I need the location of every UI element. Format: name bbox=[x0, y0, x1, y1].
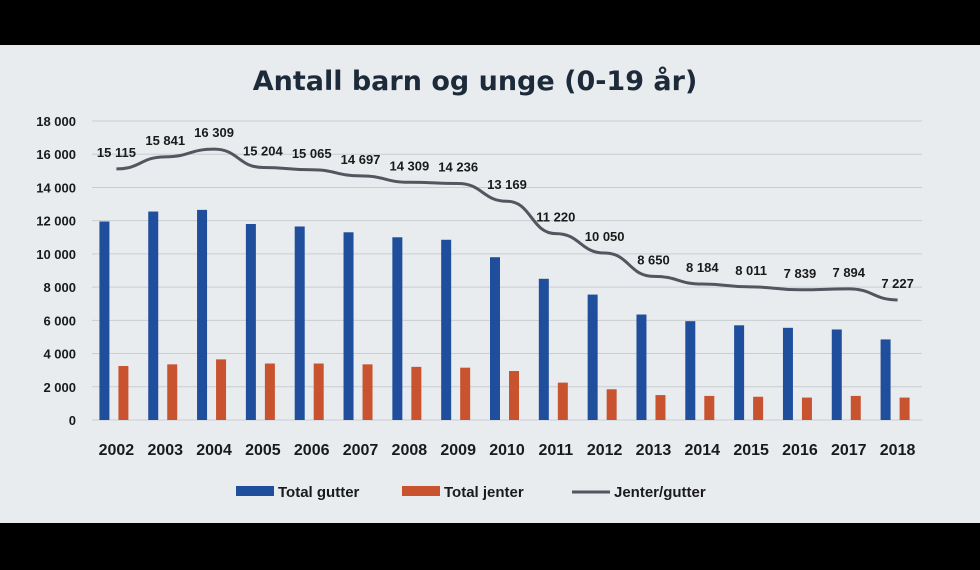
line-data-label: 15 841 bbox=[145, 133, 185, 148]
legend-swatch bbox=[236, 486, 274, 496]
x-axis-ticks: 2002 2003 2004 2005 2006 2007 2008 2009 2010 2011… bbox=[99, 442, 916, 459]
bar-total-gutter bbox=[99, 221, 110, 420]
gridlines bbox=[92, 120, 922, 421]
bar-total-jenter bbox=[753, 396, 764, 420]
legend: Total gutter Total jenter Jenter/gutter bbox=[236, 484, 706, 501]
bar-total-jenter bbox=[118, 366, 129, 420]
x-tick-label: 2015 bbox=[733, 442, 769, 459]
line-data-label: 8 011 bbox=[735, 263, 767, 278]
line-series bbox=[116, 147, 898, 302]
bar-total-jenter bbox=[606, 389, 617, 420]
legend-label: Jenter/gutter bbox=[614, 484, 706, 501]
legend-label: Total jenter bbox=[444, 484, 524, 501]
y-tick-label: 18 000 bbox=[36, 114, 76, 129]
line-data-label: 16 309 bbox=[194, 125, 234, 140]
bar-total-gutter bbox=[782, 327, 793, 420]
bar-total-jenter bbox=[704, 395, 715, 420]
bar-total-jenter bbox=[216, 359, 227, 420]
x-tick-label: 2007 bbox=[343, 442, 379, 459]
y-tick-label: 12 000 bbox=[36, 214, 76, 229]
bar-total-gutter bbox=[490, 257, 500, 420]
bar-total-gutter bbox=[831, 329, 842, 420]
x-tick-label: 2016 bbox=[782, 442, 818, 459]
y-tick-label: 14 000 bbox=[36, 180, 76, 195]
line-data-label: 8 184 bbox=[686, 260, 719, 275]
x-tick-label: 2017 bbox=[831, 442, 867, 459]
legend-label: Total gutter bbox=[278, 484, 360, 501]
bar-total-jenter bbox=[850, 395, 861, 420]
y-tick-label: 2 000 bbox=[43, 380, 76, 395]
bar-total-gutter bbox=[245, 223, 256, 420]
x-tick-label: 2009 bbox=[440, 442, 476, 459]
bar-total-gutter bbox=[538, 278, 549, 420]
y-tick-label: 6 000 bbox=[43, 313, 76, 328]
line-data-label: 13 169 bbox=[487, 177, 527, 192]
bar-total-jenter bbox=[411, 366, 422, 420]
y-tick-label: 4 000 bbox=[43, 347, 76, 362]
line-data-label: 15 065 bbox=[292, 146, 332, 161]
bar-total-jenter bbox=[264, 363, 275, 420]
x-tick-label: 2010 bbox=[489, 442, 525, 459]
line-data-label: 7 839 bbox=[784, 266, 817, 281]
bar-total-jenter bbox=[362, 364, 373, 420]
bar-total-jenter bbox=[557, 382, 568, 420]
y-axis-ticks: 0 2 000 4 000 6 000 8 000 10 000 12 000 14 000 1… bbox=[36, 114, 76, 428]
x-tick-label: 2004 bbox=[196, 442, 232, 459]
x-tick-label: 2005 bbox=[245, 442, 281, 459]
line-data-label: 11 220 bbox=[536, 210, 575, 225]
line-data-label: 14 697 bbox=[341, 152, 381, 167]
bar-total-jenter bbox=[313, 363, 324, 420]
bar-total-gutter bbox=[343, 232, 354, 420]
line-data-label: 15 115 bbox=[97, 145, 136, 160]
x-tick-label: 2008 bbox=[392, 442, 428, 459]
x-tick-label: 2013 bbox=[636, 442, 672, 459]
chart-svg: Antall barn og unge (0-19 år) 0 2 000 4 00… bbox=[36, 65, 922, 501]
bar-total-jenter bbox=[899, 397, 910, 420]
line-data-label: 14 309 bbox=[389, 158, 429, 173]
bars bbox=[99, 209, 910, 420]
x-tick-label: 2002 bbox=[99, 442, 135, 459]
line-data-label: 7 227 bbox=[881, 276, 914, 291]
line-data-label: 7 894 bbox=[832, 265, 865, 280]
bar-total-jenter bbox=[801, 397, 812, 420]
legend-swatch bbox=[402, 486, 440, 496]
bar-total-gutter bbox=[441, 239, 452, 420]
bar-total-jenter bbox=[655, 395, 666, 420]
line-data-label: 8 650 bbox=[637, 252, 670, 267]
bar-total-gutter bbox=[587, 294, 598, 420]
data-labels: 15 115 15 841 16 309 15 204 15 065 14 697 14 3… bbox=[97, 125, 914, 291]
x-tick-label: 2006 bbox=[294, 442, 330, 459]
bar-total-gutter bbox=[294, 226, 305, 420]
y-tick-label: 16 000 bbox=[36, 147, 76, 162]
bar-total-gutter bbox=[148, 211, 159, 420]
line-data-label: 10 050 bbox=[585, 229, 625, 244]
bar-total-gutter bbox=[880, 339, 891, 420]
bar-total-gutter bbox=[734, 325, 745, 420]
bar-total-gutter bbox=[685, 321, 696, 420]
x-tick-label: 2011 bbox=[538, 442, 573, 459]
line-data-label: 15 204 bbox=[243, 143, 284, 158]
y-tick-label: 8 000 bbox=[43, 280, 76, 295]
x-tick-label: 2003 bbox=[147, 442, 183, 459]
x-tick-label: 2012 bbox=[587, 442, 623, 459]
bar-total-jenter bbox=[460, 367, 471, 420]
bar-total-jenter bbox=[167, 364, 178, 420]
line-data-label: 14 236 bbox=[438, 160, 478, 175]
y-tick-label: 10 000 bbox=[36, 247, 76, 262]
y-tick-label: 0 bbox=[69, 413, 76, 428]
bar-total-gutter bbox=[197, 209, 208, 420]
chart-panel: Antall barn og unge (0-19 år) 0 2 000 4 00… bbox=[0, 45, 980, 523]
bar-total-gutter bbox=[392, 237, 403, 420]
line-jenter-gutter bbox=[116, 147, 898, 302]
chart-title: Antall barn og unge (0-19 år) bbox=[253, 65, 698, 97]
bar-total-jenter bbox=[509, 370, 519, 420]
x-tick-label: 2018 bbox=[880, 442, 916, 459]
x-tick-label: 2014 bbox=[684, 442, 720, 459]
bar-total-gutter bbox=[636, 314, 647, 420]
